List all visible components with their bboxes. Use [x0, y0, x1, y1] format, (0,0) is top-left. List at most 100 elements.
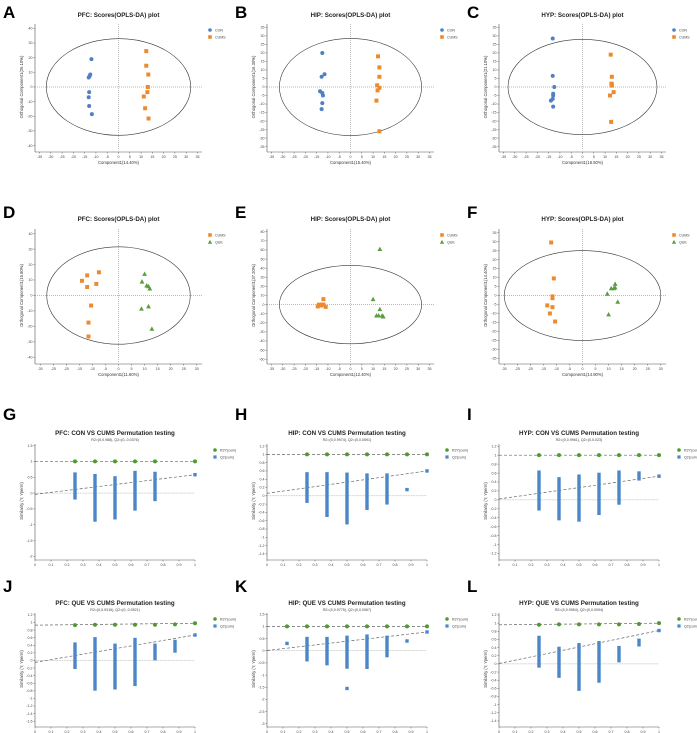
point-cums [85, 273, 90, 278]
point-cums [375, 88, 380, 93]
x-tick-label: 5 [129, 155, 131, 159]
y-tick-label: -1 [493, 543, 496, 547]
point-que [147, 286, 153, 291]
panel-letter: E [235, 203, 246, 222]
x-tick-label: -30 [512, 155, 517, 159]
y-tick-label: 5 [263, 77, 265, 81]
y-tick-label: 0.2 [492, 654, 497, 658]
x-tick-label: 0.1 [513, 563, 518, 567]
r2-point [557, 622, 561, 627]
y-tick-label: 10 [29, 278, 33, 282]
r2-point [405, 624, 409, 629]
legend-marker-r2 [677, 617, 681, 621]
x-tick-label: 0.1 [49, 563, 54, 567]
q2-points-column [193, 633, 197, 637]
y-tick-label: 30 [493, 34, 497, 38]
x-tick-label: 20 [169, 367, 173, 371]
y-tick-label: -1.4 [258, 552, 264, 556]
y-tick-label: -0.5 [26, 507, 32, 511]
point-que [149, 326, 155, 331]
panel-title: HIP: Scores(OPLS-DA) plot [311, 12, 391, 19]
x-tick-label: 0 [498, 730, 500, 733]
y-tick-label: -1.2 [490, 711, 496, 715]
panel-letter: D [3, 203, 15, 222]
point-con [552, 85, 557, 89]
q2-points-column [173, 639, 177, 653]
panel-title: PFC: Scores(OPLS-DA) plot [78, 216, 160, 223]
y-tick-label: 30 [261, 34, 265, 38]
x-tick-label: 0 [266, 730, 268, 733]
y-tick-label: -0.8 [490, 534, 496, 538]
panel-F: F HYP: Scores(OPLS-DA) plot -35 -30 -25 -20 -1… [467, 203, 690, 377]
x-tick-label: 0.2 [65, 730, 70, 733]
x-tick-label: -25 [291, 155, 296, 159]
y-tick-label: -2 [29, 555, 32, 559]
y-tick-label: -0.8 [490, 695, 496, 699]
y-tick-label: 15 [261, 60, 265, 64]
legend-label: CUMS [447, 35, 458, 39]
x-tick-label: 5 [361, 367, 363, 371]
q2-points-column [637, 471, 641, 481]
x-tick-label: 0 [582, 367, 584, 371]
y-tick-label: 0.2 [492, 489, 497, 493]
point-con [89, 112, 94, 117]
y-tick-label: 25 [493, 43, 497, 47]
panel-title: PFC: QUE VS CUMS Permutation testing [55, 600, 175, 607]
q2-points-column [113, 643, 117, 690]
x-tick-label: 1 [426, 563, 428, 567]
point-con [319, 107, 324, 112]
x-tick-label: 20 [626, 155, 630, 159]
x-tick-label: 0.8 [625, 563, 630, 567]
y-tick-label: -20 [491, 119, 496, 123]
r2-point [73, 459, 77, 464]
panel-title: HIP: CON VS CUMS Permutation testing [288, 430, 406, 437]
x-tick-label: 0.3 [81, 563, 86, 567]
hotelling-ellipse [279, 265, 422, 345]
y-tick-label: 25 [261, 43, 265, 47]
x-tick-label: -5 [106, 155, 109, 159]
panel-E: E HIP: Scores(OPLS-DA) plot-60-50-40-30-2… [235, 203, 458, 377]
r2-point [113, 459, 117, 464]
x-tick-label: -5 [338, 367, 341, 371]
point-con [87, 90, 92, 95]
y-tick-label: 1.2 [28, 613, 33, 617]
legend-label: R2Y(cum) [452, 448, 468, 452]
y-tick-label: 20 [493, 258, 497, 262]
legend-label: CUMS [679, 233, 690, 237]
x-tick-label: 10 [603, 155, 607, 159]
y-tick-label: -0.6 [26, 681, 32, 685]
x-tick-label: -15 [314, 155, 319, 159]
y-tick-label: -30 [491, 136, 496, 140]
x-tick-label: 0.6 [361, 730, 366, 733]
legend-marker-cums [208, 35, 212, 39]
y-tick-label: -1.5 [258, 685, 264, 689]
panel-subtitle: R2=(0,0.9316), Q2=(0,-0.0521) [90, 608, 140, 612]
panel-letter: I [467, 405, 472, 424]
x-tick-label: 30 [195, 367, 199, 371]
y-tick-label: 10 [493, 68, 497, 72]
y-tick-label: 0.6 [260, 469, 265, 473]
panel-title: PFC: Scores(OPLS-DA) plot [78, 12, 160, 19]
y-tick-label: 0.6 [28, 636, 33, 640]
x-tick-label: 0.5 [345, 563, 350, 567]
x-tick-label: 0 [582, 155, 584, 159]
r2-point [425, 624, 429, 629]
x-tick-label: 0.7 [609, 730, 614, 733]
hotelling-ellipse [279, 38, 422, 136]
hotelling-ellipse [46, 246, 191, 345]
x-tick-label: 30 [416, 367, 420, 371]
r2-point [657, 621, 661, 626]
y-tick-label: 0.4 [492, 646, 497, 650]
y-tick-label: 0 [31, 659, 33, 663]
x-tick-label: -25 [523, 155, 528, 159]
x-tick-label: 0.6 [593, 563, 598, 567]
r2-point [193, 621, 197, 626]
panel-H: H HIP: CON VS CUMS Permutation testingR2=… [235, 405, 468, 567]
legend-label: Q2(cum) [220, 624, 234, 628]
q2-points-column [325, 472, 329, 518]
y-tick-label: 1.5 [260, 612, 265, 616]
x-tick-label: 0.3 [545, 730, 550, 733]
x-tick-label: -30 [48, 155, 53, 159]
x-tick-label: 10 [371, 367, 375, 371]
q2-points-column [537, 635, 541, 668]
